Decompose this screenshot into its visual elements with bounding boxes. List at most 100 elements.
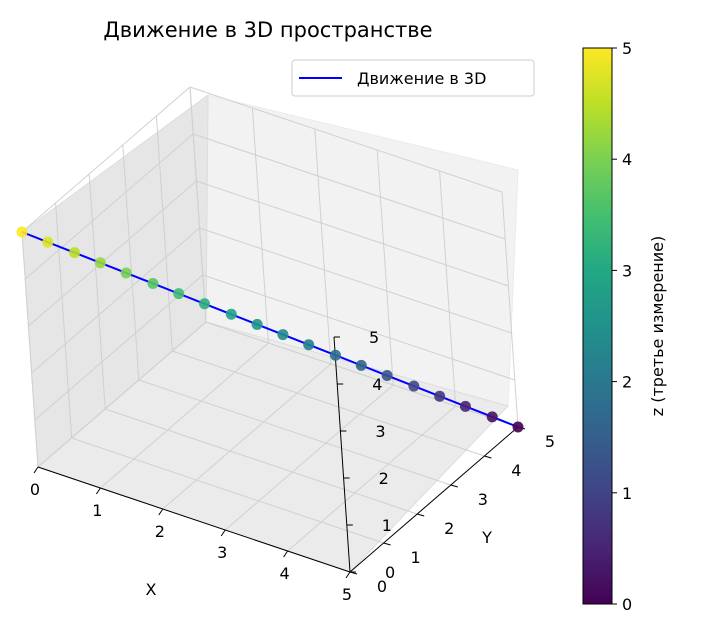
z-axis-ticks: 0 1 2 3 4 5: [334, 328, 395, 582]
data-point: [42, 236, 54, 248]
z-tick-label: 4: [372, 375, 382, 394]
colorbar-tick-label: 2: [622, 373, 632, 392]
data-point: [303, 339, 315, 351]
x-axis-ticks: 0 1 2 3 4 5: [30, 466, 352, 604]
grid-line: [155, 115, 173, 352]
legend: Движение в 3D: [291, 59, 535, 97]
y-tick-label: 0: [377, 577, 387, 596]
grid-line: [105, 408, 418, 515]
x-tick-mark: [345, 571, 351, 579]
grid-line: [439, 170, 457, 407]
axis-lines: [37, 336, 519, 573]
grid-line: [189, 86, 503, 193]
y-tick-label: 2: [444, 519, 454, 538]
colorbar-tick-label: 4: [622, 150, 632, 169]
grid-line: [24, 133, 194, 280]
data-point: [94, 257, 106, 269]
y-tick-label: 3: [478, 490, 488, 509]
data-point: [459, 400, 471, 412]
colorbar-tick-label: 3: [622, 261, 632, 280]
grid-line: [34, 274, 204, 421]
grid-line: [71, 437, 384, 544]
x-axis-line: [37, 466, 351, 573]
z-tick-label: 1: [382, 516, 392, 535]
z-tick-label: 5: [369, 328, 379, 347]
chart-title: Движение в 3D пространстве: [103, 18, 432, 42]
data-point: [199, 298, 211, 310]
series-markers: [16, 226, 524, 433]
grid-line: [172, 350, 485, 457]
x-tick-label: 3: [217, 543, 227, 562]
grid-line: [196, 180, 509, 287]
data-point: [173, 288, 185, 300]
colorbar: 0 1 2 3 4 5 z (третье измерение): [582, 39, 667, 614]
data-point: [120, 267, 132, 279]
data-point: [16, 226, 28, 238]
x-axis-label: X: [146, 580, 157, 599]
x-tick-mark: [158, 508, 164, 516]
y-axis-line: [349, 426, 519, 573]
data-point: [329, 349, 341, 361]
grid-line: [100, 342, 269, 489]
z-tick-label: 3: [375, 422, 385, 441]
grid-line: [224, 384, 394, 531]
legend-label: Движение в 3D: [357, 69, 486, 88]
grid-line: [21, 231, 39, 468]
x-tick-mark: [95, 487, 101, 495]
grid-line: [138, 379, 451, 486]
z-tick-label: 2: [379, 469, 389, 488]
data-point: [381, 370, 393, 382]
grid-line: [376, 149, 394, 386]
x-tick-mark: [33, 466, 39, 474]
data-point: [408, 380, 420, 392]
data-point: [486, 411, 498, 423]
y-tick-label: 1: [411, 548, 421, 567]
data-point: [434, 390, 446, 402]
legend-frame: [291, 59, 535, 97]
data-point: [355, 359, 367, 371]
data-point: [147, 277, 159, 289]
y-tick-label: 5: [545, 432, 555, 451]
x-tick-label: 4: [280, 564, 290, 583]
grid-line: [251, 107, 269, 344]
data-point: [225, 308, 237, 320]
x-tick-label: 1: [92, 501, 102, 520]
y-tick-mark: [417, 513, 425, 517]
data-point: [69, 247, 81, 259]
z-axis-line: [333, 336, 351, 573]
grid-line: [88, 173, 106, 410]
grid-line: [55, 202, 73, 439]
x-tick-label: 0: [30, 480, 40, 499]
grid-line: [122, 144, 140, 381]
grid-line: [162, 363, 332, 510]
colorbar-tick-label: 0: [622, 595, 632, 614]
z-tick-label: 0: [385, 563, 395, 582]
x-tick-mark: [283, 550, 289, 558]
grid-line: [193, 133, 506, 240]
y-tick-mark: [450, 484, 458, 488]
grid-line: [202, 274, 515, 381]
data-point: [277, 329, 289, 341]
grid-line: [287, 405, 456, 552]
grid-line: [314, 128, 332, 365]
x-tick-label: 2: [155, 522, 165, 541]
data-point: [251, 318, 263, 330]
colorbar-label: z (третье измерение): [648, 236, 667, 417]
colorbar-gradient: [582, 47, 613, 605]
grid-line: [28, 180, 197, 327]
grid-line: [37, 321, 207, 468]
colorbar-tick-label: 1: [622, 484, 632, 503]
grid-line: [501, 191, 519, 428]
grid-line: [21, 86, 191, 233]
x-tick-label: 5: [342, 585, 352, 604]
y-tick-label: 4: [511, 461, 521, 480]
data-point: [512, 421, 524, 433]
y-tick-mark: [383, 542, 391, 546]
x-tick-mark: [220, 529, 226, 537]
grid-line: [199, 227, 512, 334]
grid-line: [189, 86, 207, 323]
y-tick-mark: [484, 455, 492, 459]
y-axis-label: Y: [481, 528, 492, 547]
grid-line: [31, 227, 200, 374]
